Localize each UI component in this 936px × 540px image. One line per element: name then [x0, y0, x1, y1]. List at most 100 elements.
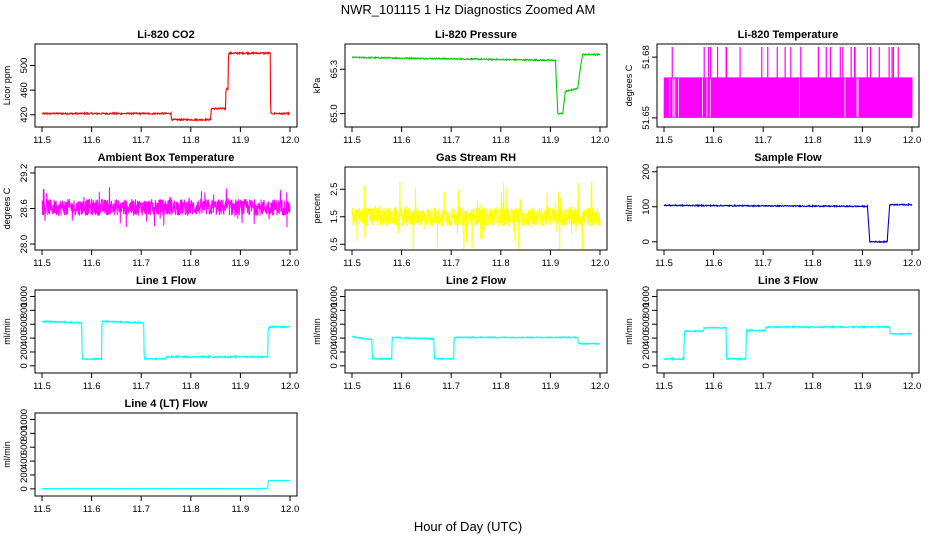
- x-tick-label: 11.7: [754, 135, 772, 146]
- chart-panel: Gas Stream RH 11.5 11.6 11.7 11.8 11.9 12.0 0.5…: [312, 152, 609, 269]
- y-tick-label: 200: [641, 164, 652, 180]
- x-tick-label: 11.5: [655, 135, 673, 146]
- y-axis-label: ml/min: [624, 195, 634, 222]
- y-tick-label: 600: [641, 316, 652, 332]
- plot-frame: [344, 289, 608, 374]
- y-tick-label: 29.2: [19, 164, 30, 183]
- x-tick-label: 11.9: [854, 258, 872, 269]
- y-tick-label: 1000: [19, 286, 30, 307]
- figure-x-axis-label: Hour of Day (UTC): [414, 519, 522, 534]
- y-tick-label: 460: [19, 82, 30, 98]
- panel-title: Sample Flow: [754, 152, 822, 164]
- series-line: [351, 52, 601, 115]
- panel-title: Line 2 Flow: [446, 275, 506, 287]
- x-tick-label: 11.5: [33, 258, 51, 269]
- x-tick-label: 11.6: [705, 381, 723, 392]
- x-tick-label: 11.9: [232, 258, 250, 269]
- series-line: [351, 180, 601, 249]
- y-tick-label: 400: [641, 330, 652, 346]
- panel-title: Li-820 Temperature: [738, 29, 839, 41]
- x-tick-label: 11.9: [854, 135, 872, 146]
- x-tick-label: 12.0: [903, 381, 922, 392]
- panel-title: Line 3 Flow: [758, 275, 818, 287]
- series-line: [41, 187, 291, 228]
- x-tick-label: 11.6: [393, 135, 411, 146]
- y-tick-label: 0: [641, 239, 652, 244]
- x-tick-label: 11.8: [182, 135, 200, 146]
- x-tick-label: 11.8: [182, 258, 200, 269]
- series-group: [663, 47, 913, 119]
- panel-title: Line 4 (LT) Flow: [125, 398, 208, 410]
- y-tick-label: 600: [19, 439, 30, 455]
- x-tick-label: 11.6: [393, 381, 411, 392]
- plot-frame: [344, 43, 608, 128]
- y-axis-label: ml/min: [2, 318, 12, 345]
- y-tick-label: 28.0: [19, 235, 30, 254]
- series-group: [663, 202, 913, 244]
- plot-frame: [656, 166, 920, 251]
- chart-panel: Line 3 Flow 11.5 11.6 11.7 11.8 11.9 12.0 0 2004…: [624, 275, 921, 392]
- y-tick-label: 1.5: [329, 210, 340, 223]
- x-tick-label: 12.0: [903, 135, 922, 146]
- panel-title: Line 1 Flow: [136, 275, 196, 287]
- x-tick-label: 11.7: [442, 258, 460, 269]
- x-tick-label: 11.6: [83, 135, 101, 146]
- x-tick-label: 11.7: [132, 504, 150, 515]
- x-tick-label: 11.6: [705, 135, 723, 146]
- y-tick-label: 51.65: [641, 106, 652, 130]
- series-group: [41, 319, 291, 361]
- series-line: [663, 77, 913, 119]
- chart-panel: Line 2 Flow 11.5 11.6 11.7 11.8 11.9 12.0 0 2004…: [312, 275, 609, 392]
- panel-title: Gas Stream RH: [436, 152, 516, 164]
- plot-frame: [344, 166, 608, 251]
- plot-frame: [34, 43, 298, 128]
- x-tick-label: 11.9: [542, 135, 560, 146]
- x-tick-label: 11.5: [655, 258, 673, 269]
- y-axis-label: ml/min: [624, 318, 634, 345]
- x-tick-label: 12.0: [281, 135, 300, 146]
- x-tick-label: 11.7: [754, 258, 772, 269]
- series-group: [42, 479, 291, 490]
- y-tick-label: 800: [641, 302, 652, 318]
- y-axis-label: degrees C: [2, 187, 12, 229]
- x-tick-label: 11.7: [442, 135, 460, 146]
- x-tick-label: 12.0: [903, 258, 922, 269]
- y-tick-label: 420: [19, 107, 30, 123]
- y-tick-label: 51.68: [641, 45, 652, 69]
- y-tick-label: 600: [19, 316, 30, 332]
- chart-panel: Li-820 CO2 11.5 11.6 11.7 11.8 11.9 12.0 420 460…: [2, 29, 299, 146]
- panel-title: Li-820 Pressure: [435, 29, 517, 41]
- y-tick-label: 65.3: [329, 60, 340, 79]
- x-tick-label: 11.8: [492, 381, 510, 392]
- x-tick-label: 11.9: [232, 135, 250, 146]
- x-tick-label: 11.7: [132, 258, 150, 269]
- y-tick-label: 200: [641, 344, 652, 360]
- x-tick-label: 11.9: [542, 381, 560, 392]
- x-tick-label: 11.6: [393, 258, 411, 269]
- panel-title: Li-820 CO2: [137, 29, 194, 41]
- x-tick-label: 11.7: [754, 381, 772, 392]
- chart-panel: Li-820 Temperature 11.5 11.6 11.7 11.8 11.9 12…: [624, 29, 921, 146]
- series-line: [663, 202, 913, 244]
- y-tick-label: 65.0: [329, 104, 340, 123]
- y-tick-label: 200: [19, 344, 30, 360]
- x-tick-label: 11.9: [232, 381, 250, 392]
- y-tick-label: 0: [19, 486, 30, 491]
- series-line: [663, 324, 913, 362]
- y-tick-label: 1000: [329, 286, 340, 307]
- x-tick-label: 11.7: [132, 381, 150, 392]
- x-tick-label: 12.0: [591, 258, 610, 269]
- y-tick-label: 800: [19, 425, 30, 441]
- x-tick-label: 11.5: [33, 135, 51, 146]
- panel-grid: Li-820 CO2 11.5 11.6 11.7 11.8 11.9 12.0 420 460…: [2, 29, 921, 515]
- y-tick-label: 200: [19, 467, 30, 483]
- y-axis-label: ml/min: [2, 441, 12, 468]
- x-tick-label: 11.9: [854, 381, 872, 392]
- y-axis-label: kPa: [312, 78, 322, 94]
- y-tick-label: 1000: [641, 286, 652, 307]
- figure-title: NWR_101115 1 Hz Diagnostics Zoomed AM: [341, 2, 596, 17]
- y-axis-label: Licor ppm: [2, 66, 12, 106]
- series-group: [41, 187, 291, 228]
- y-tick-label: 2.5: [329, 183, 340, 196]
- chart-panel: Li-820 Pressure 11.5 11.6 11.7 11.8 11.9 12.0 6…: [312, 29, 609, 146]
